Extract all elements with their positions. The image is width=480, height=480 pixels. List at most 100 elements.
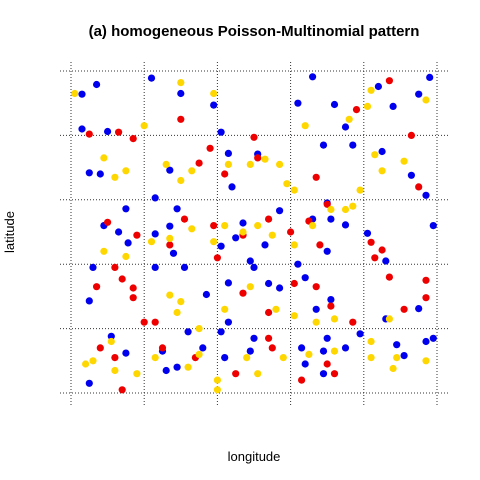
blue-point [122, 205, 130, 213]
red-point [385, 273, 393, 281]
red-point [115, 128, 123, 136]
blue-point [184, 328, 192, 336]
yellow-point [312, 318, 320, 326]
yellow-point [345, 115, 353, 123]
blue-point [319, 141, 328, 149]
blue-point [89, 263, 97, 271]
yellow-point [268, 231, 276, 239]
yellow-point [327, 205, 335, 214]
yellow-point [367, 337, 375, 346]
yellow-point [213, 386, 221, 394]
red-point [239, 289, 247, 297]
yellow-point [162, 160, 170, 168]
red-point [85, 130, 93, 138]
yellow-point [111, 366, 119, 375]
blue-point [330, 100, 339, 109]
red-point [206, 144, 214, 152]
blue-point [115, 228, 123, 236]
red-point [195, 159, 203, 167]
blue-point [78, 90, 86, 98]
blue-point [429, 222, 437, 230]
yellow-point [301, 122, 309, 130]
red-point [111, 354, 119, 362]
yellow-point [290, 241, 298, 249]
yellow-point [71, 89, 79, 98]
x-axis-label: longitude [228, 449, 281, 464]
red-point [349, 318, 357, 326]
yellow-point [195, 350, 203, 358]
red-point [422, 276, 430, 284]
red-point [158, 344, 167, 352]
yellow-point [341, 205, 350, 214]
blue-point [341, 221, 350, 229]
yellow-point [422, 96, 430, 104]
yellow-point [195, 325, 203, 333]
blue-point [349, 141, 357, 149]
blue-point [224, 149, 232, 157]
yellow-point [184, 363, 192, 371]
blue-point [151, 230, 159, 238]
red-point [213, 254, 221, 262]
blue-point [298, 344, 306, 352]
blue-point [261, 241, 269, 249]
blue-point [246, 347, 254, 355]
yellow-point [111, 173, 119, 181]
red-point [327, 302, 335, 310]
blue-point [422, 191, 430, 199]
yellow-point [221, 222, 229, 230]
yellow-point [221, 305, 229, 313]
blue-point [341, 123, 350, 131]
red-point [407, 131, 415, 139]
blue-point [173, 205, 181, 213]
red-point [93, 283, 101, 291]
blue-point [202, 290, 210, 299]
yellow-point [279, 354, 287, 362]
yellow-point [400, 157, 408, 165]
blue-point [294, 99, 302, 107]
yellow-point [188, 167, 196, 175]
blue-point [323, 334, 331, 342]
blue-point [246, 257, 254, 265]
blue-point [122, 349, 130, 357]
blue-point [232, 234, 240, 242]
yellow-point [389, 364, 397, 373]
red-point [254, 154, 262, 162]
blue-point [319, 370, 328, 378]
yellow-point [254, 222, 262, 230]
blue-point [407, 171, 415, 179]
blue-point [239, 219, 247, 227]
blue-point [228, 183, 236, 191]
red-point [151, 318, 159, 326]
red-point [422, 294, 430, 302]
blue-point [374, 82, 382, 91]
yellow-point [272, 305, 280, 313]
red-point [290, 279, 298, 288]
blue-point [224, 279, 232, 287]
red-point [268, 344, 276, 352]
red-point [118, 275, 126, 283]
red-point [312, 283, 320, 291]
red-point [265, 215, 273, 223]
red-point [323, 360, 331, 368]
blue-point [93, 80, 101, 89]
red-point [129, 284, 137, 292]
red-point [180, 215, 189, 223]
blue-point [319, 347, 328, 355]
red-point [104, 218, 112, 226]
yellow-point [177, 79, 185, 87]
blue-point [217, 128, 225, 136]
red-point [177, 115, 185, 123]
red-point [250, 133, 258, 141]
yellow-point [166, 291, 174, 299]
blue-point [199, 344, 207, 352]
blue-point [265, 279, 273, 288]
yellow-point [188, 225, 196, 233]
blue-point [151, 194, 159, 202]
blue-point [85, 379, 93, 387]
yellow-point [385, 315, 393, 323]
blue-point [96, 170, 104, 178]
blue-point [85, 297, 93, 305]
yellow-point [349, 202, 357, 210]
yellow-point [177, 176, 185, 185]
red-point [385, 77, 393, 85]
